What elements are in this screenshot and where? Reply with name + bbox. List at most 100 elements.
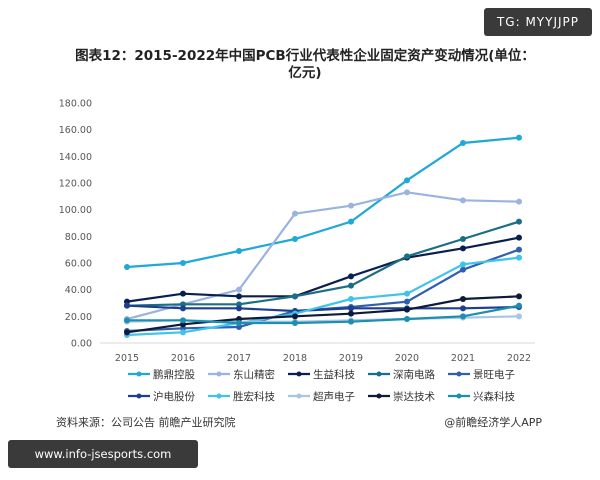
legend-label: 兴森科技 [473, 390, 515, 403]
data-point [460, 197, 466, 204]
series-line [126, 136, 520, 269]
legend-marker [136, 371, 142, 377]
data-point [348, 202, 354, 209]
y-tick-label: 80.00 [65, 232, 92, 243]
data-point [292, 320, 298, 326]
data-point [236, 293, 242, 300]
data-point [348, 218, 354, 225]
chart-title: 图表12：2015-2022年中国PCB行业代表性企业固定资产变动情况(单位：亿… [75, 48, 535, 81]
data-point [404, 298, 410, 305]
series-line [126, 256, 520, 337]
data-point [460, 140, 466, 146]
x-tick-label: 2015 [115, 353, 139, 364]
data-point [404, 189, 410, 196]
data-point [124, 329, 130, 336]
y-tick-label: 0.00 [71, 339, 92, 350]
legend-label: 胜宏科技 [233, 390, 275, 403]
data-point [404, 316, 410, 322]
app-credit: @前瞻经济学人APP [444, 416, 542, 429]
legend-marker [296, 371, 302, 377]
data-point [404, 253, 410, 260]
data-point [180, 317, 186, 324]
data-point [516, 234, 522, 241]
data-point [180, 305, 186, 312]
x-tick-label: 2020 [395, 353, 419, 364]
data-point [516, 246, 522, 253]
legend-marker [376, 371, 382, 377]
data-point [348, 305, 354, 312]
y-tick-label: 40.00 [65, 285, 92, 296]
y-tick-label: 180.00 [59, 99, 92, 110]
data-point [236, 305, 242, 312]
data-point [292, 293, 298, 300]
data-point [516, 313, 522, 320]
y-tick-label: 100.00 [59, 205, 92, 216]
data-point [180, 329, 186, 336]
legend-label: 生益科技 [313, 368, 355, 381]
data-point [460, 261, 466, 268]
data-point [236, 286, 242, 293]
data-point [348, 318, 354, 325]
data-point [124, 317, 130, 324]
legend-marker [296, 393, 302, 399]
y-tick-label: 120.00 [59, 179, 92, 190]
x-tick-label: 2017 [227, 353, 251, 364]
x-tick-label: 2021 [451, 353, 475, 364]
data-point [460, 296, 466, 302]
legend-label: 沪电股份 [153, 390, 195, 403]
series-line [126, 236, 520, 303]
y-tick-label: 20.00 [65, 312, 92, 323]
legend-label: 东山精密 [233, 368, 275, 381]
legend-marker [456, 371, 462, 377]
legend-marker [136, 393, 142, 399]
y-tick-label: 160.00 [59, 125, 92, 136]
data-point [516, 218, 522, 225]
source-note: 资料来源：公司公告 前瞻产业研究院 [56, 416, 236, 429]
data-point [460, 313, 466, 320]
data-point [124, 302, 130, 309]
series-line [126, 191, 520, 321]
data-point [460, 305, 466, 312]
data-point [236, 248, 242, 254]
x-tick-label: 2016 [171, 353, 195, 364]
data-point [404, 290, 410, 297]
y-tick-label: 60.00 [65, 259, 92, 270]
data-point [516, 134, 522, 141]
data-point [516, 254, 522, 261]
data-point [292, 236, 298, 242]
data-point [180, 290, 186, 297]
data-point [348, 310, 354, 317]
data-point [124, 264, 130, 270]
data-point [292, 210, 298, 217]
data-point [292, 313, 298, 320]
x-tick-label: 2022 [507, 353, 531, 364]
data-point [348, 282, 354, 289]
series-line [126, 220, 520, 307]
channel-badge: TG: MYYJJPP [484, 8, 592, 36]
data-point [516, 302, 522, 309]
y-tick-label: 140.00 [59, 152, 92, 163]
data-point [516, 293, 522, 300]
data-point [180, 260, 186, 266]
site-badge[interactable]: www.info-jsesports.com [8, 440, 198, 468]
data-point [460, 236, 466, 242]
data-point [236, 320, 242, 326]
data-point [460, 266, 466, 273]
data-point [404, 177, 410, 184]
data-point [404, 306, 410, 313]
x-tick-label: 2019 [339, 353, 363, 364]
data-point [348, 273, 354, 280]
series-line [126, 304, 520, 313]
legend-marker [376, 393, 382, 399]
legend-label: 鹏鼎控股 [153, 368, 195, 381]
legend-marker [216, 393, 222, 399]
legend-marker [216, 371, 222, 377]
x-tick-label: 2018 [283, 353, 307, 364]
data-point [516, 198, 522, 205]
data-point [460, 245, 466, 252]
data-point [348, 296, 354, 302]
legend-label: 深南电路 [393, 368, 435, 381]
legend-label: 崇达技术 [393, 390, 435, 403]
legend-label: 景旺电子 [473, 368, 515, 381]
